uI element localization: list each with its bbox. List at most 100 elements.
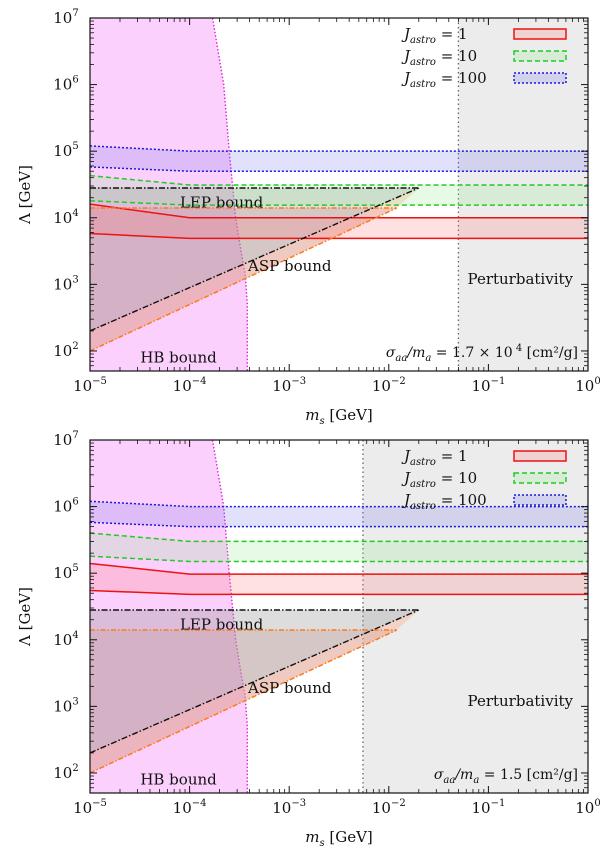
y-axis-label: Λ [GeV] bbox=[16, 587, 34, 647]
perturbativity-region bbox=[458, 18, 588, 371]
legend-name: J bbox=[401, 69, 411, 87]
legend-swatch-3 bbox=[513, 494, 567, 506]
lep-bound-label: LEP bound bbox=[180, 615, 264, 633]
band-upper-line-2 bbox=[90, 174, 588, 186]
band-fill-3 bbox=[90, 141, 588, 172]
tick-exp: −4 bbox=[192, 798, 207, 809]
x-tick-label: 10−3 bbox=[272, 798, 306, 817]
tick-exp: 3 bbox=[72, 696, 78, 707]
asp-bound-label: ASP bound bbox=[247, 257, 332, 275]
band-fill-1 bbox=[90, 557, 588, 595]
tick-exp: −1 bbox=[491, 798, 506, 809]
y-tick-label: 105 bbox=[53, 563, 78, 582]
tick-exp: 0 bbox=[594, 798, 600, 809]
legend-sub: astro bbox=[410, 501, 436, 512]
band-lower-line-3 bbox=[90, 521, 588, 528]
band-lower-line-3 bbox=[90, 166, 588, 172]
tick-base: 10 bbox=[53, 764, 72, 782]
tick-base: 10 bbox=[53, 631, 72, 649]
tick-base: 10 bbox=[372, 377, 391, 395]
asp-upper-line bbox=[90, 187, 420, 332]
x-tick-label: 10−1 bbox=[471, 798, 505, 817]
legend-value: = 100 bbox=[436, 69, 487, 87]
y-axis-label: Λ [GeV] bbox=[16, 165, 34, 225]
annot-sub2: a bbox=[473, 775, 479, 786]
tick-base: 10 bbox=[53, 209, 72, 227]
annot-value: = 1.7 × 10 bbox=[431, 345, 512, 361]
annot-value: = 1.5 bbox=[479, 767, 522, 783]
y-tick-label: 105 bbox=[53, 141, 78, 160]
tick-base: 10 bbox=[173, 377, 192, 395]
y-tick-label: 104 bbox=[53, 208, 78, 227]
legend-name: J bbox=[401, 47, 411, 65]
legend-value: = 100 bbox=[436, 491, 487, 509]
legend-label-3: Jastro = 100 bbox=[401, 491, 487, 512]
tick-base: 10 bbox=[53, 275, 72, 293]
asp-lower-line bbox=[90, 629, 398, 774]
tick-base: 10 bbox=[575, 377, 594, 395]
annot-sigma: σ bbox=[386, 345, 396, 361]
tick-exp: 2 bbox=[72, 341, 78, 352]
tick-exp: −4 bbox=[192, 376, 207, 387]
legend-name: J bbox=[401, 491, 411, 509]
legend-swatch-1 bbox=[513, 450, 567, 462]
legend-name: J bbox=[401, 469, 411, 487]
tick-exp: 0 bbox=[594, 376, 600, 387]
legend-value: = 1 bbox=[436, 447, 468, 465]
band-fill-2 bbox=[90, 527, 588, 562]
annot-unit: [cm²/g] bbox=[522, 345, 578, 361]
plot-area bbox=[90, 18, 588, 371]
y-tick-label: 106 bbox=[53, 497, 78, 516]
band-lower-line-2 bbox=[90, 200, 588, 206]
x-axis-label: ms [GeV] bbox=[305, 828, 373, 849]
hb-bound-label: HB bound bbox=[140, 348, 217, 366]
x-tick-label: 10−3 bbox=[272, 376, 306, 395]
tick-exp: 7 bbox=[72, 430, 78, 441]
tick-exp: −3 bbox=[291, 376, 306, 387]
y-tick-label: 104 bbox=[53, 630, 78, 649]
band-fill-2 bbox=[90, 168, 588, 206]
band-upper-line-3 bbox=[90, 500, 588, 508]
perturbativity-label: Perturbativity bbox=[468, 692, 574, 710]
tick-exp: −3 bbox=[291, 798, 306, 809]
band-lower-line-1 bbox=[90, 589, 588, 596]
x-tick-label: 100 bbox=[575, 798, 600, 817]
x-tick-label: 10−1 bbox=[471, 376, 505, 395]
legend-label-3: Jastro = 100 bbox=[401, 69, 487, 90]
tick-base: 10 bbox=[53, 9, 72, 27]
tick-exp: 4 bbox=[72, 630, 78, 641]
y-tick-label: 106 bbox=[53, 75, 78, 94]
annot-mid: /m bbox=[405, 345, 425, 361]
tick-exp: 6 bbox=[72, 497, 78, 508]
legend-swatch-2 bbox=[513, 50, 567, 62]
x-tick-label: 10−5 bbox=[73, 798, 107, 817]
legend-sub: astro bbox=[410, 457, 436, 468]
tick-exp: −2 bbox=[391, 376, 406, 387]
tick-base: 10 bbox=[372, 799, 391, 817]
asp-lower-line bbox=[90, 207, 398, 352]
legend-swatch-2 bbox=[513, 472, 567, 484]
asp-region bbox=[90, 187, 419, 351]
tick-base: 10 bbox=[53, 498, 72, 516]
tick-exp: −5 bbox=[92, 376, 107, 387]
legend-sub: astro bbox=[410, 35, 436, 46]
legend-label-1: Jastro = 1 bbox=[401, 447, 468, 468]
annot-sub1: aa bbox=[443, 775, 455, 786]
legend-label-2: Jastro = 10 bbox=[401, 469, 477, 490]
y-tick-label: 102 bbox=[53, 341, 78, 360]
annot-sub2: a bbox=[425, 353, 431, 364]
tick-exp: 7 bbox=[72, 8, 78, 19]
annot-sub1: aa bbox=[395, 353, 407, 364]
x-label-sub: s bbox=[319, 416, 324, 427]
tick-base: 10 bbox=[53, 76, 72, 94]
annot-sigma: σ bbox=[434, 767, 444, 783]
x-label-sub: s bbox=[319, 838, 324, 849]
x-axis-label: ms [GeV] bbox=[305, 406, 373, 427]
x-tick-label: 10−5 bbox=[73, 376, 107, 395]
hb-bound-label: HB bound bbox=[140, 770, 217, 788]
x-tick-label: 10−4 bbox=[173, 798, 207, 817]
legend-label-2: Jastro = 10 bbox=[401, 47, 477, 68]
legend-sub: astro bbox=[410, 79, 436, 90]
tick-exp: 5 bbox=[72, 141, 78, 152]
band-upper-line-2 bbox=[90, 532, 588, 543]
